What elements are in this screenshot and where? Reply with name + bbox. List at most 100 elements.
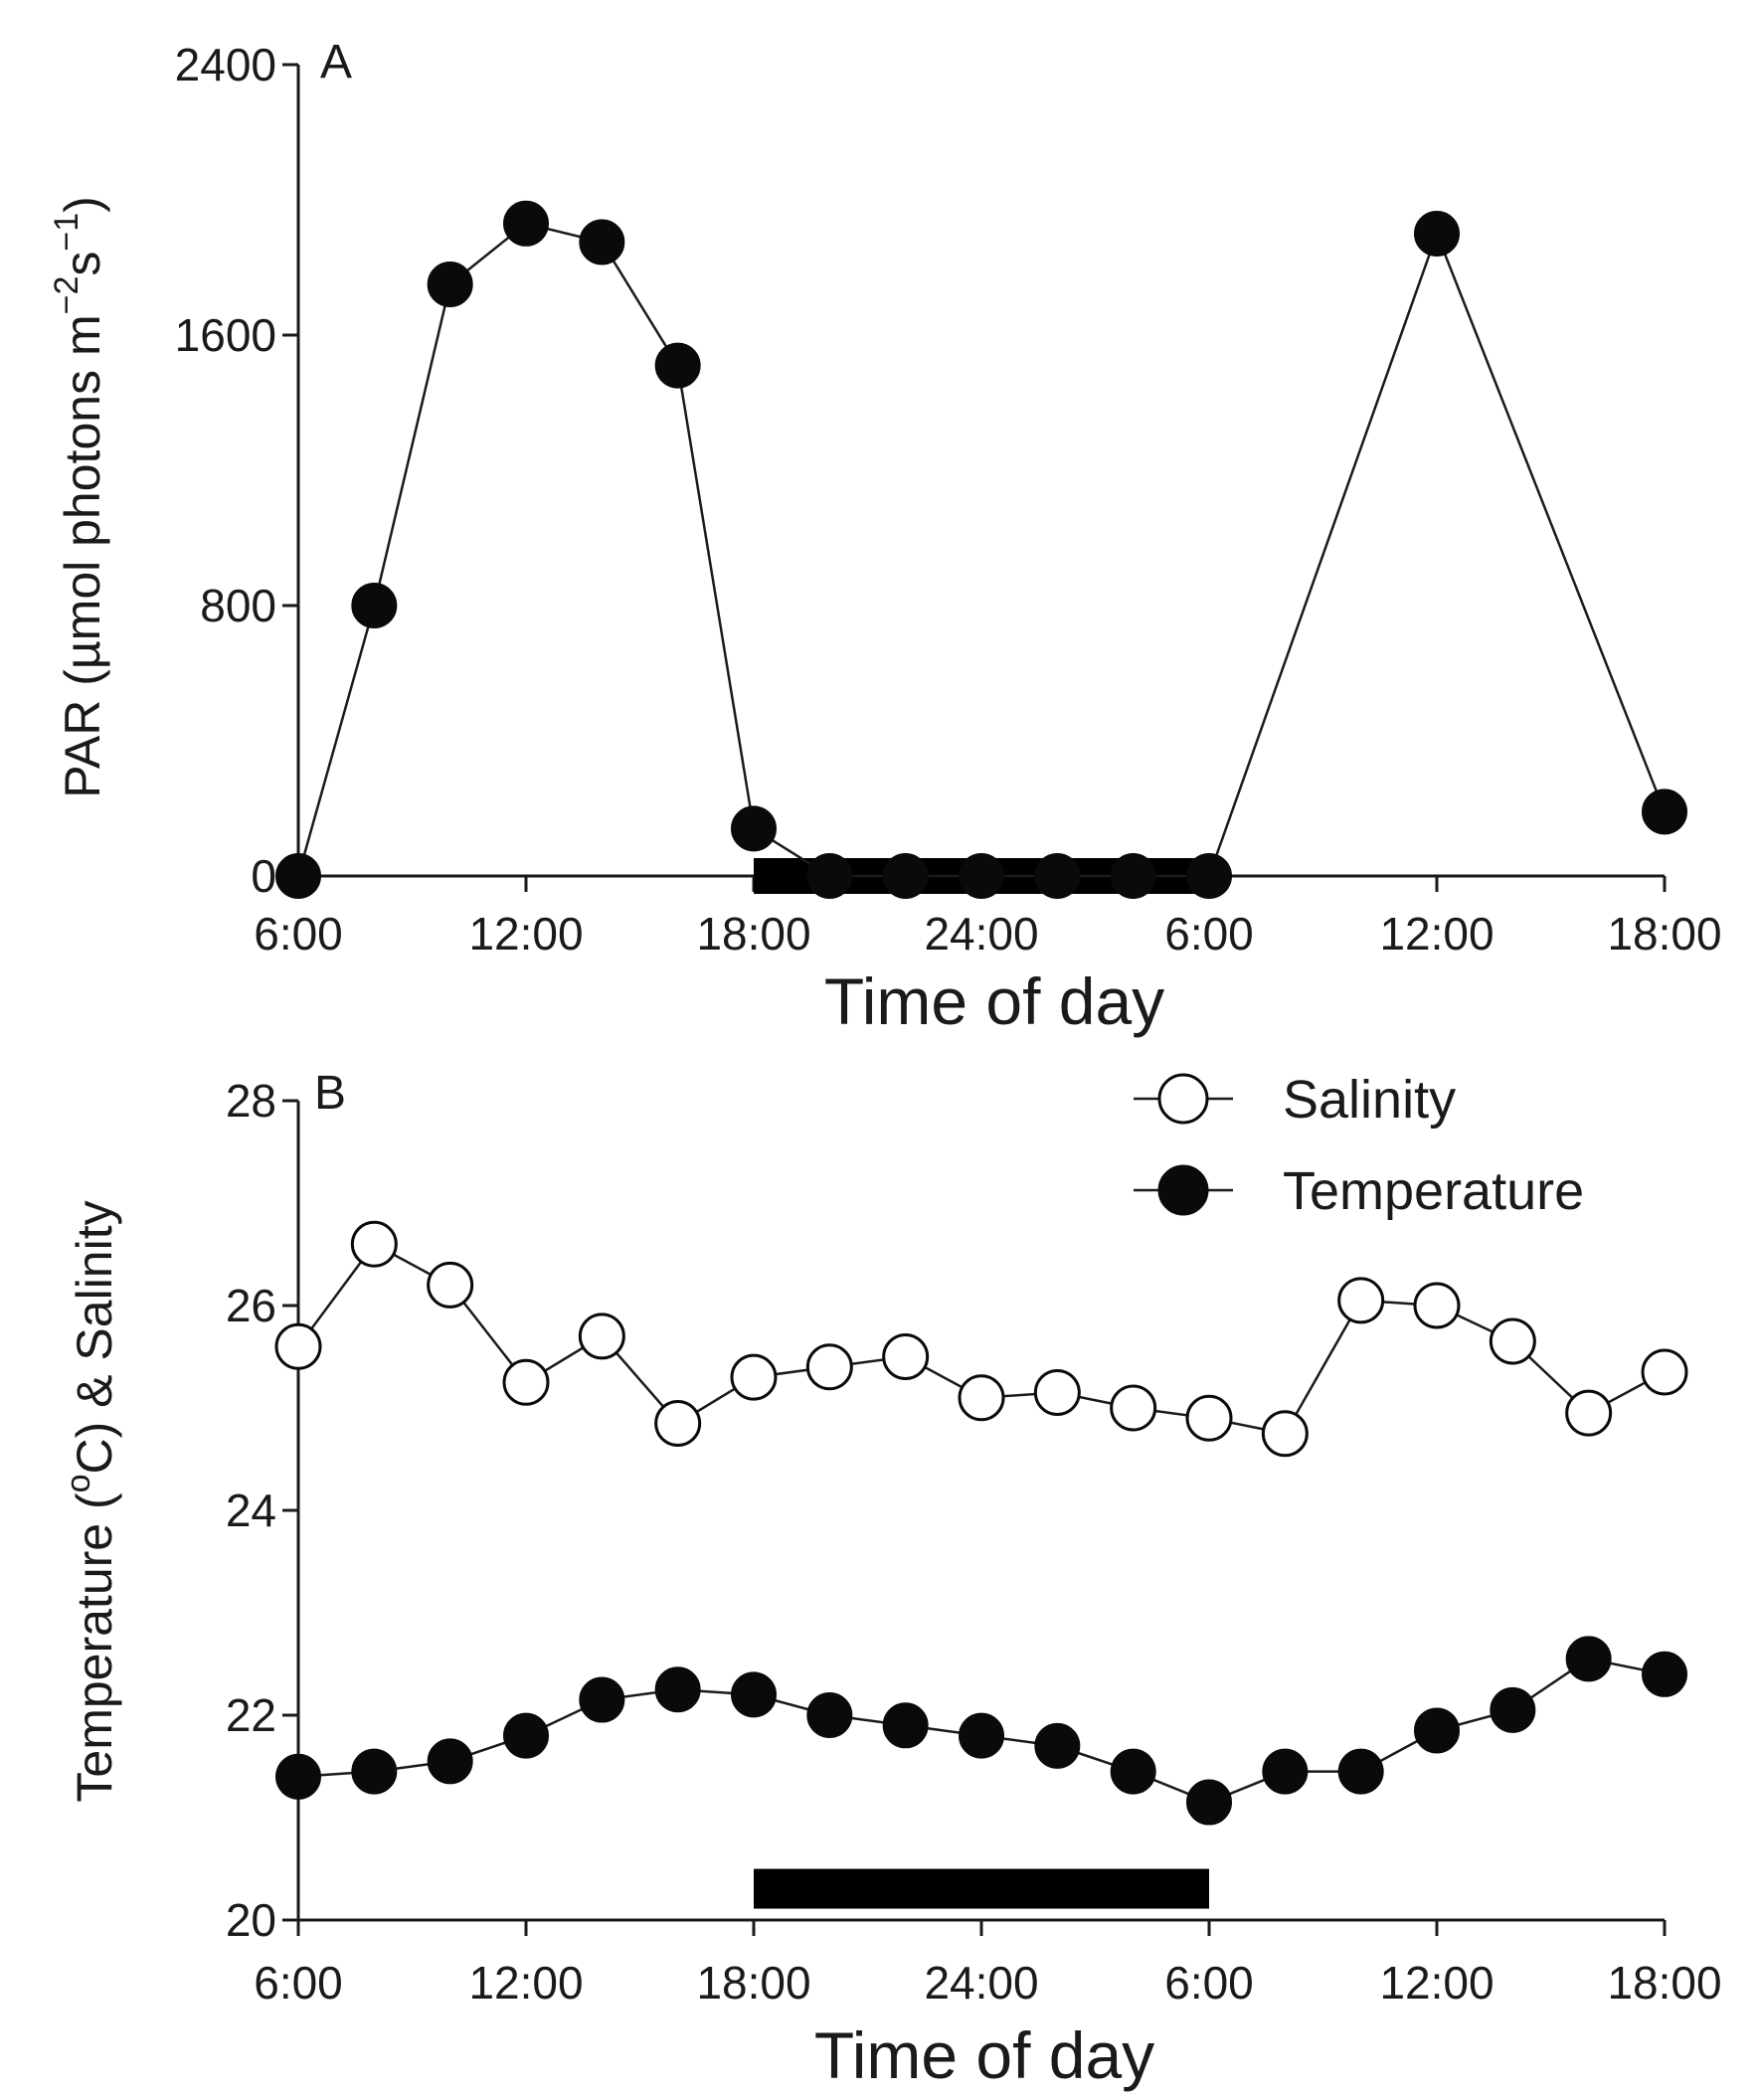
- x-tick-label: 6:00: [1164, 1957, 1254, 2009]
- panel-a-x-axis-title: Time of day: [824, 964, 1164, 1038]
- data-point-par: [806, 853, 853, 899]
- x-tick-label: 6:00: [254, 908, 343, 960]
- panel-a-axes: 0 800 1600 2400 6:00 12:00 18:00 24:00 6:00 12:00…: [175, 39, 1722, 960]
- panel-b-y-title-sup: o: [60, 1474, 97, 1492]
- panel-a-y-title-part: PAR (µmol photons m: [55, 314, 110, 797]
- panel-b-x-axis-title: Time of day: [814, 2018, 1154, 2092]
- panel-b-label: B: [314, 1067, 346, 1120]
- panel-a-y-title-sup: −1: [48, 213, 86, 252]
- panel-a-marks: [275, 200, 1687, 899]
- y-tick-label: 26: [226, 1280, 276, 1331]
- x-tick-label: 12:00: [468, 908, 583, 960]
- data-point-salinity: [958, 1374, 1005, 1422]
- data-point-salinity: [1337, 1277, 1385, 1324]
- x-tick-label: 12:00: [1379, 1957, 1494, 2009]
- panel-b-y-axis-title: Temperature (oC) & Salinity: [60, 1200, 122, 1802]
- night-bar: [754, 1868, 1209, 1909]
- x-tick-label: 18:00: [696, 908, 810, 960]
- panel-b-y-title-part: C) & Salinity: [67, 1200, 122, 1474]
- data-point-temperature: [806, 1692, 853, 1738]
- data-point-par: [654, 342, 701, 389]
- data-point-par: [503, 200, 549, 247]
- y-tick-label: 2400: [175, 39, 276, 90]
- data-point-par: [1186, 853, 1232, 899]
- y-tick-label: 20: [226, 1894, 276, 1946]
- data-point-salinity: [274, 1322, 322, 1370]
- series-line-par: [296, 222, 1667, 878]
- data-point-temperature: [1565, 1636, 1612, 1682]
- data-point-temperature: [427, 1738, 473, 1785]
- data-point-par: [275, 853, 321, 899]
- x-tick-label: 12:00: [1379, 908, 1494, 960]
- y-tick-label: 22: [226, 1689, 276, 1741]
- x-tick-label: 24:00: [924, 1957, 1038, 2009]
- data-point-salinity: [1033, 1369, 1081, 1417]
- x-tick-label: 18:00: [1607, 908, 1721, 960]
- data-point-temperature: [959, 1712, 1004, 1759]
- data-point-par: [1034, 853, 1081, 899]
- data-point-salinity: [502, 1358, 550, 1406]
- data-point-salinity: [1641, 1348, 1688, 1396]
- legend-marker-temperature: [1157, 1164, 1209, 1216]
- data-point-temperature: [503, 1712, 549, 1759]
- x-tick-label: 6:00: [254, 1957, 343, 2009]
- data-point-temperature: [579, 1676, 625, 1723]
- x-tick-label: 12:00: [468, 1957, 583, 2009]
- data-point-par: [882, 853, 929, 899]
- data-point-salinity: [1261, 1410, 1309, 1458]
- panel-a-y-title-sup: −2: [48, 276, 86, 315]
- panel-b-y-title-part: Temperature (: [67, 1492, 122, 1803]
- data-point-temperature: [731, 1671, 777, 1718]
- panel-b-marks: [274, 1220, 1688, 1909]
- data-point-salinity: [805, 1343, 853, 1391]
- data-point-par: [351, 583, 398, 628]
- panel-b-axes: 20 22 24 26 28 6:00 12:00 18:00 24:00 6:00 12:00 18…: [226, 1075, 1722, 2009]
- data-point-temperature: [275, 1753, 321, 1800]
- x-tick-label: 24:00: [924, 908, 1038, 960]
- data-point-par: [1414, 211, 1460, 257]
- legend-label-temperature: Temperature: [1283, 1161, 1584, 1221]
- data-point-temperature: [1262, 1748, 1309, 1795]
- panel-a-label: A: [320, 36, 352, 88]
- panel-a: A 0 800 1600 2400 6:00 12:00 18:00 24:00 6:00 12:…: [48, 36, 1722, 1038]
- data-point-salinity: [1110, 1384, 1157, 1432]
- data-point-temperature: [351, 1748, 398, 1795]
- data-point-salinity: [1565, 1389, 1613, 1437]
- y-tick-label: 28: [226, 1075, 276, 1127]
- panel-a-y-title-part: ): [55, 196, 110, 213]
- data-point-temperature: [1337, 1748, 1384, 1795]
- data-point-salinity: [350, 1220, 398, 1268]
- data-point-temperature: [882, 1702, 929, 1749]
- data-point-salinity: [1413, 1282, 1461, 1329]
- data-point-temperature: [1490, 1686, 1536, 1733]
- y-tick-label: 0: [251, 850, 276, 902]
- data-point-salinity: [1489, 1317, 1536, 1365]
- y-tick-label: 24: [226, 1485, 276, 1536]
- data-point-par: [959, 853, 1004, 899]
- data-point-temperature: [654, 1666, 701, 1713]
- data-point-temperature: [1034, 1722, 1081, 1769]
- x-tick-label: 18:00: [1607, 1957, 1721, 2009]
- data-point-temperature: [1110, 1748, 1156, 1795]
- data-point-salinity: [1185, 1394, 1233, 1442]
- y-tick-label: 800: [200, 580, 276, 631]
- data-point-par: [579, 219, 625, 265]
- data-point-salinity: [882, 1333, 930, 1380]
- data-point-salinity: [578, 1312, 625, 1360]
- x-tick-label: 6:00: [1164, 908, 1254, 960]
- data-point-temperature: [1186, 1779, 1232, 1826]
- legend-marker-salinity: [1157, 1073, 1209, 1125]
- data-point-salinity: [654, 1399, 702, 1447]
- panel-b: B 20 22 24 26 28 6:00 12:00 18:00 24:00 6:00 12:00…: [60, 1067, 1722, 2092]
- data-point-par: [731, 805, 777, 852]
- data-point-par: [427, 262, 473, 307]
- data-point-salinity: [730, 1353, 778, 1401]
- legend-label-salinity: Salinity: [1283, 1070, 1456, 1130]
- panel-b-legend: Salinity Temperature: [1134, 1070, 1584, 1221]
- data-point-salinity: [427, 1261, 474, 1309]
- x-tick-label: 18:00: [696, 1957, 810, 2009]
- data-point-temperature: [1414, 1707, 1460, 1754]
- data-point-par: [1642, 788, 1687, 835]
- data-point-par: [1110, 853, 1156, 899]
